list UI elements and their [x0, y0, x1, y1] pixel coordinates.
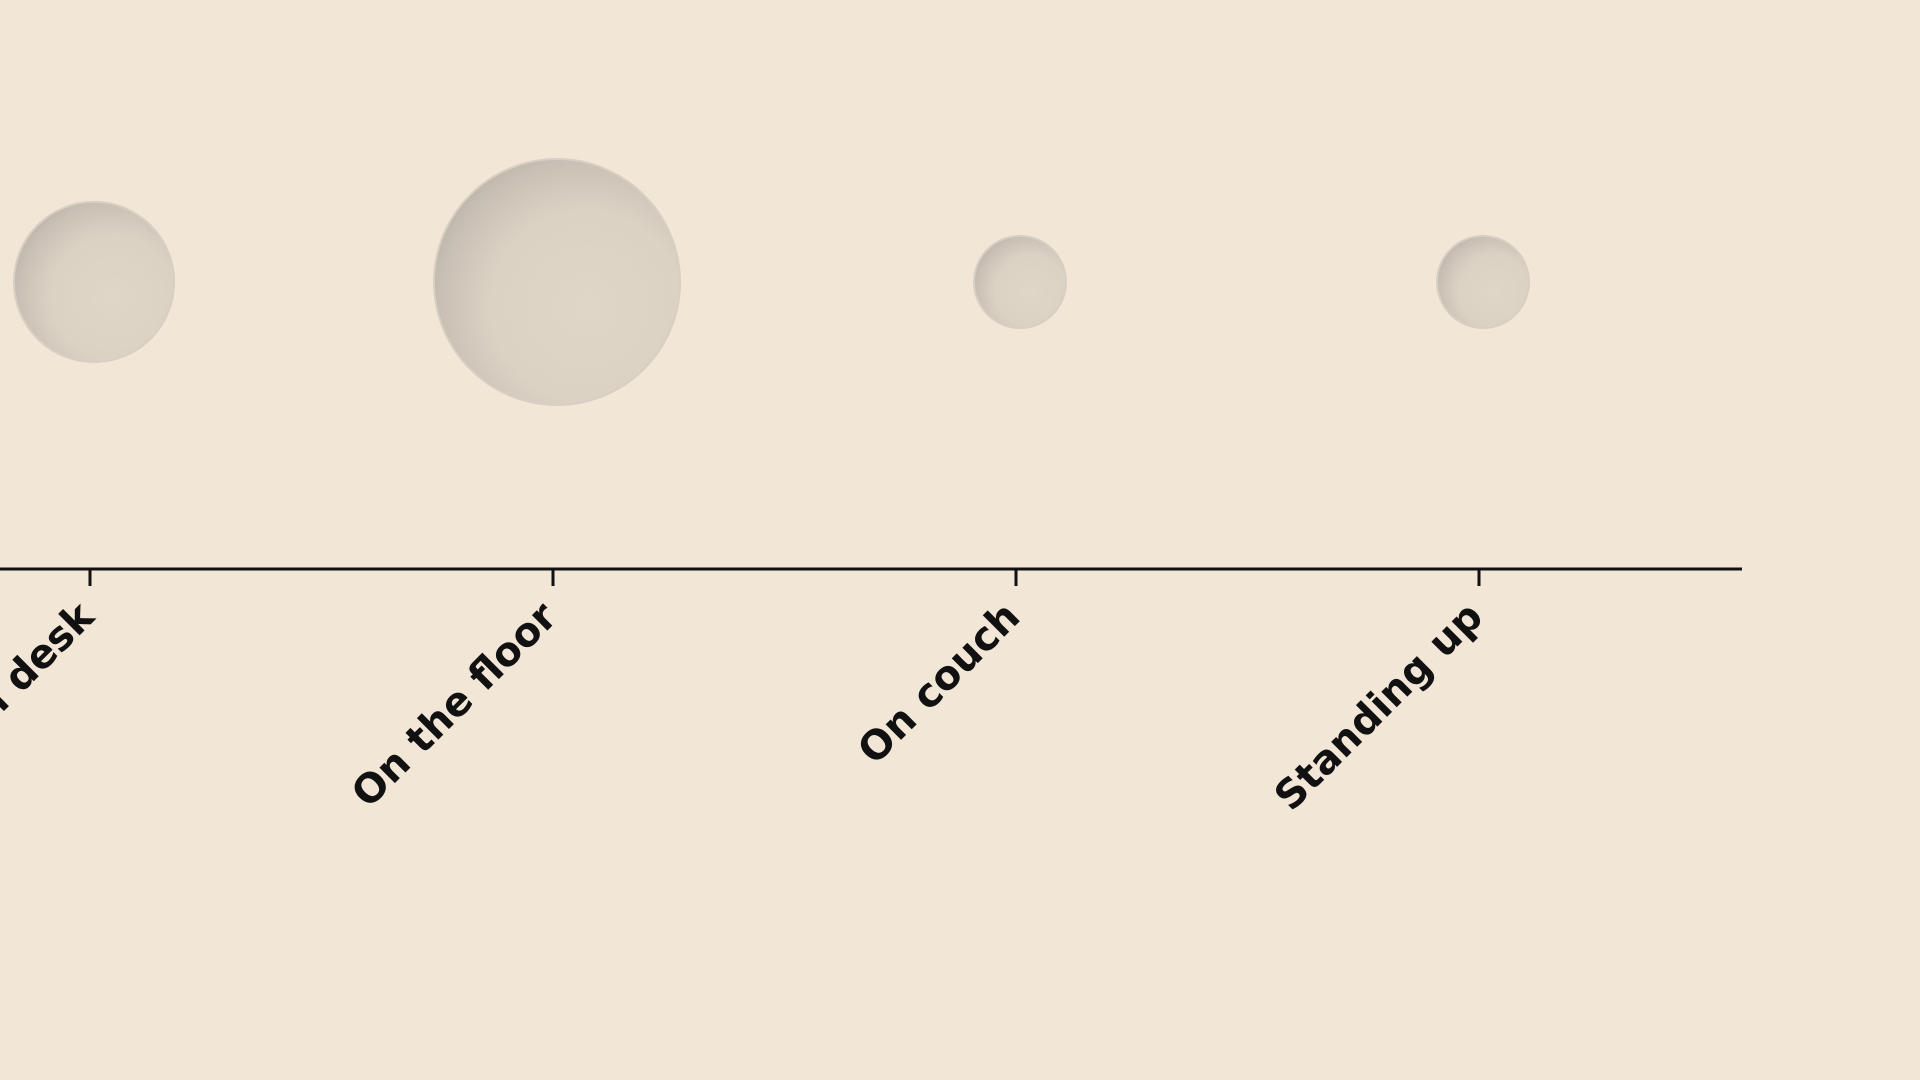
- bubble-standing-up: [1436, 235, 1530, 329]
- bubble-on-the-floor: [433, 158, 681, 406]
- x-axis: [0, 567, 1742, 586]
- bubbles-layer: [12, 158, 1530, 406]
- bubble-on-couch: [973, 235, 1067, 329]
- bubble-on-desk: [12, 200, 176, 364]
